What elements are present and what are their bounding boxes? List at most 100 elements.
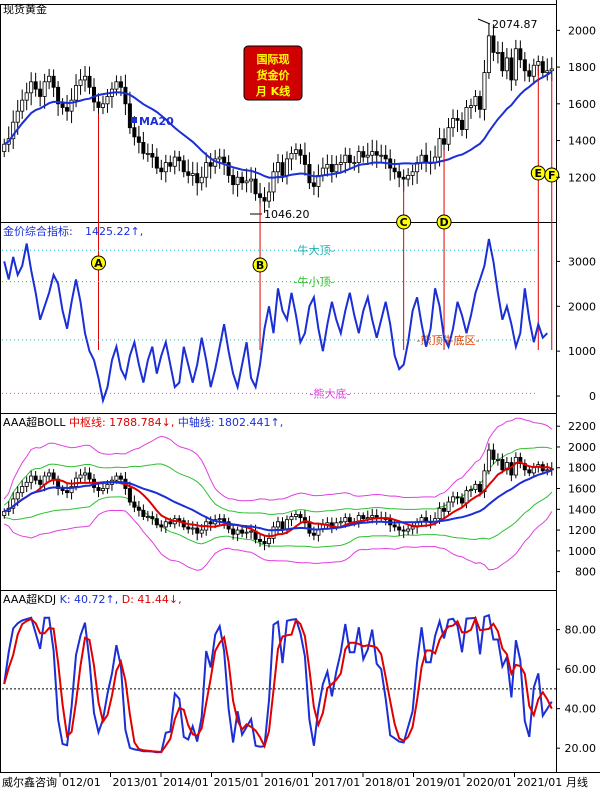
period-label: 月线	[566, 775, 588, 789]
price-candle-body	[338, 162, 343, 165]
ma20-label: MA20	[139, 115, 174, 128]
price-candle-body	[127, 103, 132, 129]
price-candle-body	[150, 152, 155, 158]
badge-text: 货金价	[256, 68, 291, 82]
boll-candle-body	[235, 529, 240, 535]
y-tick-label: 1000	[568, 345, 596, 358]
price-candle-body	[536, 61, 541, 66]
price-candle-body	[455, 118, 460, 121]
y-tick-label: 1600	[568, 483, 596, 496]
kdj-panel[interactable]: AAA超KDJ K: 40.72↑, D: 41.44↓,	[2, 592, 556, 754]
price-candle-body	[397, 171, 402, 178]
price-candle-body	[374, 151, 379, 156]
boll-candle-body	[127, 488, 132, 503]
boll-inner-lower	[4, 491, 553, 548]
price-candle-body	[69, 99, 74, 112]
boll-candle-body	[284, 519, 289, 530]
boll-inner-upper	[3, 446, 552, 515]
marker-letter: C	[400, 216, 408, 229]
price-candle-body	[504, 57, 509, 72]
boll-candle-body	[47, 472, 52, 477]
kdj-d-line	[3, 615, 553, 754]
price-candle-body	[540, 61, 545, 73]
gold-index-panel[interactable]: -牛大顶- -牛小顶- -熊顶牛底区- -熊大底- 金价综合指标: 1425.22↑,	[2, 224, 549, 405]
price-candle-body	[172, 156, 177, 167]
boll-candle-body	[280, 521, 285, 530]
marker-circle	[544, 167, 560, 183]
low-label: 1046.20	[264, 208, 310, 221]
boll-candle-body	[118, 475, 123, 480]
boll-candle-body	[150, 516, 155, 520]
price-candle-body	[509, 57, 514, 81]
price-candle-body	[29, 81, 34, 94]
price-candle-body	[258, 193, 263, 198]
marker-letter: A	[94, 257, 103, 270]
price-candle-body	[365, 154, 370, 158]
y-tick-label: 0	[589, 390, 596, 403]
boll-candle-body	[500, 459, 505, 471]
price-candle-body	[298, 149, 303, 156]
price-candle-body	[253, 178, 258, 195]
boll-candle-body	[401, 529, 406, 532]
boll-candle-body	[267, 537, 272, 544]
price-candle-body	[74, 85, 79, 101]
price-candle-body	[20, 99, 25, 112]
boll-axis-line	[3, 469, 553, 532]
price-candle-body	[370, 151, 375, 156]
boll-candle-body	[258, 539, 263, 542]
price-candle-body	[329, 164, 334, 173]
price-candle-body	[92, 86, 97, 103]
boll-candle-body	[477, 483, 482, 493]
boll-candle-body	[190, 527, 195, 530]
boll-candle-body	[504, 462, 509, 471]
price-candle-body	[195, 173, 200, 184]
price-candle-body	[527, 70, 532, 77]
boll-candle-body	[29, 475, 34, 483]
boll-candle-body	[370, 515, 375, 519]
panel-frame	[0, 4, 557, 223]
y-tick-label: 1600	[568, 98, 596, 111]
high-leader	[477, 18, 491, 25]
price-candle-body	[486, 35, 491, 73]
x-tick-label: 2013/01	[113, 776, 159, 789]
price-candle-body	[293, 149, 298, 154]
boll-candle-body	[24, 481, 29, 487]
price-candle-body	[495, 52, 500, 54]
boll-candle-body	[199, 529, 204, 534]
price-candle-body	[42, 81, 47, 97]
index-title: 金价综合指标:	[3, 224, 73, 238]
x-tick-label: 2019/01	[416, 776, 462, 789]
y-tick-label: 2000	[568, 300, 596, 313]
price-candle-body	[437, 138, 442, 158]
price-candle-body	[464, 107, 469, 130]
price-candle-body	[87, 75, 92, 88]
price-candle-body	[491, 35, 496, 53]
boll-candle-body	[486, 449, 491, 472]
price-candle-body	[518, 48, 523, 61]
y-tick-label: 2000	[568, 441, 596, 454]
y-tick-label: 3000	[568, 255, 596, 268]
price-candle-body	[477, 96, 482, 110]
boll-candle-body	[495, 459, 500, 461]
boll-mid-line	[3, 461, 553, 538]
price-candle-body	[163, 162, 168, 173]
boll-panel[interactable]: AAA超BOLL 中枢线: 1788.784↓, 中轴线: 1802.441↑,	[2, 415, 554, 571]
boll-candle-body	[136, 506, 141, 511]
price-candle-body	[531, 64, 536, 77]
boll-candle-body	[347, 517, 352, 523]
boll-candle-body	[406, 528, 411, 532]
price-candle-body	[96, 101, 101, 108]
price-candle-body	[522, 59, 527, 72]
boll-candle-body	[527, 469, 532, 474]
price-candle-body	[217, 156, 222, 160]
price-candle-body	[406, 175, 411, 180]
y-tick-label: 20.00	[565, 742, 597, 755]
price-candle-body	[352, 162, 357, 164]
boll-candle-body	[195, 527, 200, 534]
y-tick-label: 1800	[568, 462, 596, 475]
boll-candle-body	[87, 472, 92, 480]
price-candle-body	[307, 164, 312, 184]
boll-candle-body	[69, 486, 74, 494]
x-tick-label: 012/01	[62, 776, 101, 789]
